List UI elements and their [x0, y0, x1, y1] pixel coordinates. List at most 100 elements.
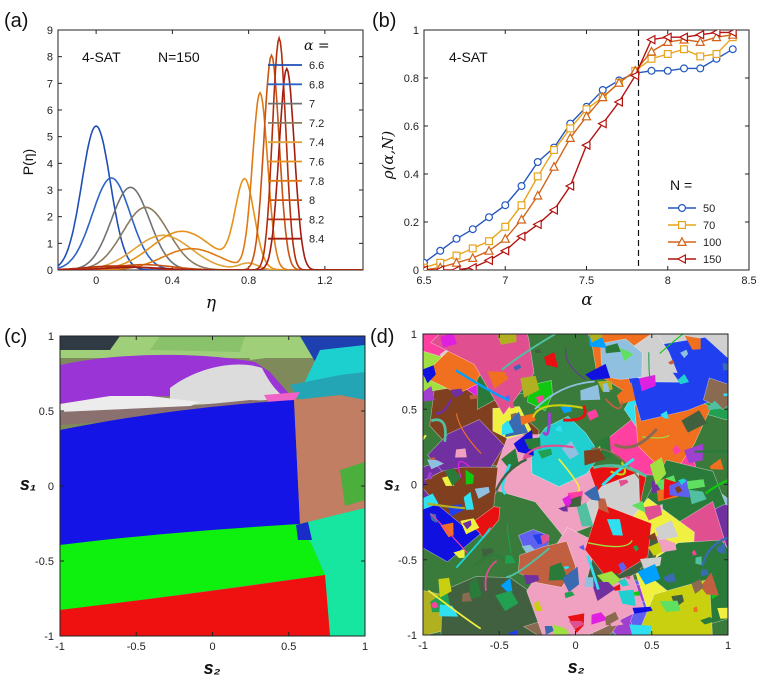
data-point [533, 172, 542, 181]
x-tick-label: -0.5 [490, 640, 509, 652]
data-point [468, 244, 477, 253]
data-point [501, 222, 510, 231]
data-point [451, 265, 461, 270]
ylabel-c: s₁ [20, 474, 36, 494]
legend-label: 8.2 [309, 214, 324, 226]
y-tick-label: 3 [47, 185, 53, 197]
plot-frame-b [423, 29, 750, 271]
data-point [663, 49, 672, 58]
data-point [646, 34, 656, 45]
data-point [678, 32, 689, 43]
y-tick-label: 4 [47, 158, 53, 170]
data-point [436, 246, 445, 255]
x-tick-label: 8.5 [741, 275, 756, 287]
legend-title-b: N = [670, 177, 692, 193]
legend-label: 100 [703, 237, 721, 249]
y-tick-label: 9 [47, 25, 53, 37]
y-tick-label: 0 [411, 480, 417, 492]
x-tick-label: -1 [55, 641, 65, 653]
data-point [662, 32, 672, 43]
data-point [711, 31, 722, 42]
data-point [500, 233, 511, 243]
legend-label: 8.4 [309, 234, 324, 246]
data-point [565, 132, 576, 142]
data-point [483, 255, 493, 266]
series-line-8.4 [58, 66, 363, 270]
data-point [629, 70, 640, 81]
ylabel-d: s₁ [384, 474, 400, 494]
data-point [597, 91, 608, 102]
data-point [581, 110, 592, 121]
data-point [517, 182, 526, 191]
legend-label: 150 [703, 254, 721, 266]
plot-frame-a [57, 29, 364, 271]
legend-label: 6.8 [309, 79, 324, 91]
x-tick-label: 0 [93, 275, 99, 287]
x-tick-label: 0 [572, 640, 578, 652]
data-point [564, 181, 575, 191]
y-tick-label: 0 [47, 265, 53, 277]
panel-label-d: (d) [370, 326, 394, 348]
y-tick-label: 0.6 [404, 121, 419, 133]
xlabel-c: s₂ [204, 658, 221, 678]
series-line-6.8 [58, 177, 363, 270]
y-tick-label: 0 [48, 481, 54, 493]
xlabel-b: α [581, 290, 593, 310]
data-point [424, 265, 428, 270]
legend-label: 7.4 [309, 137, 324, 149]
data-point [581, 140, 591, 151]
xlabel-d: s₂ [568, 657, 585, 677]
data-point [711, 30, 721, 38]
data-point [549, 146, 558, 155]
x-tick-label: 8 [665, 275, 671, 287]
data-point [647, 66, 656, 75]
legend-label: 7 [309, 99, 315, 111]
y-tick-label: 8 [47, 52, 53, 64]
data-point [516, 214, 527, 224]
legend-label: 7.2 [309, 118, 324, 130]
data-point [499, 245, 510, 256]
legend-label: 7.8 [309, 176, 324, 188]
data-point [485, 213, 494, 222]
data-point [548, 205, 559, 215]
legend-label: 6.6 [309, 60, 324, 72]
data-point [679, 64, 688, 73]
legend-label: 7.6 [309, 157, 324, 169]
data-point [467, 262, 477, 270]
y-tick-label: -1 [44, 631, 54, 643]
y-tick-label: 1 [48, 331, 54, 343]
x-tick-label: 1.2 [317, 275, 332, 287]
data-point [517, 201, 526, 210]
series-line-8.2 [58, 35, 363, 270]
data-point [614, 77, 624, 87]
ylabel-a: P(η) [20, 149, 36, 175]
data-point [434, 265, 445, 270]
x-tick-label: 0.5 [281, 641, 296, 653]
data-point [468, 225, 477, 234]
x-tick-label: 7 [502, 275, 508, 287]
annotation-n150: N=150 [158, 49, 200, 65]
basin-map-c [60, 336, 365, 636]
data-point [679, 45, 688, 54]
ylabel-b: ρ(α,N) [379, 131, 397, 181]
panel-label-b: (b) [372, 10, 396, 32]
panel-label-a: (a) [4, 10, 28, 32]
y-tick-label: -1 [407, 630, 417, 642]
xlabel-a: η [206, 293, 217, 313]
x-tick-label: -1 [418, 640, 428, 652]
y-tick-label: 7 [47, 78, 53, 90]
legend-label: 50 [703, 203, 715, 215]
legend-label: 70 [703, 220, 715, 232]
x-tick-label: -0.5 [127, 641, 146, 653]
annotation-4sat-b: 4-SAT [449, 49, 488, 65]
y-tick-label: 2 [47, 212, 53, 224]
y-tick-label: 5 [47, 132, 53, 144]
data-point [501, 201, 510, 210]
data-point [696, 52, 705, 61]
x-tick-label: 6.5 [416, 275, 431, 287]
data-point [694, 30, 705, 40]
series-line-6.6 [58, 125, 363, 270]
panel-label-c: (c) [4, 326, 27, 348]
